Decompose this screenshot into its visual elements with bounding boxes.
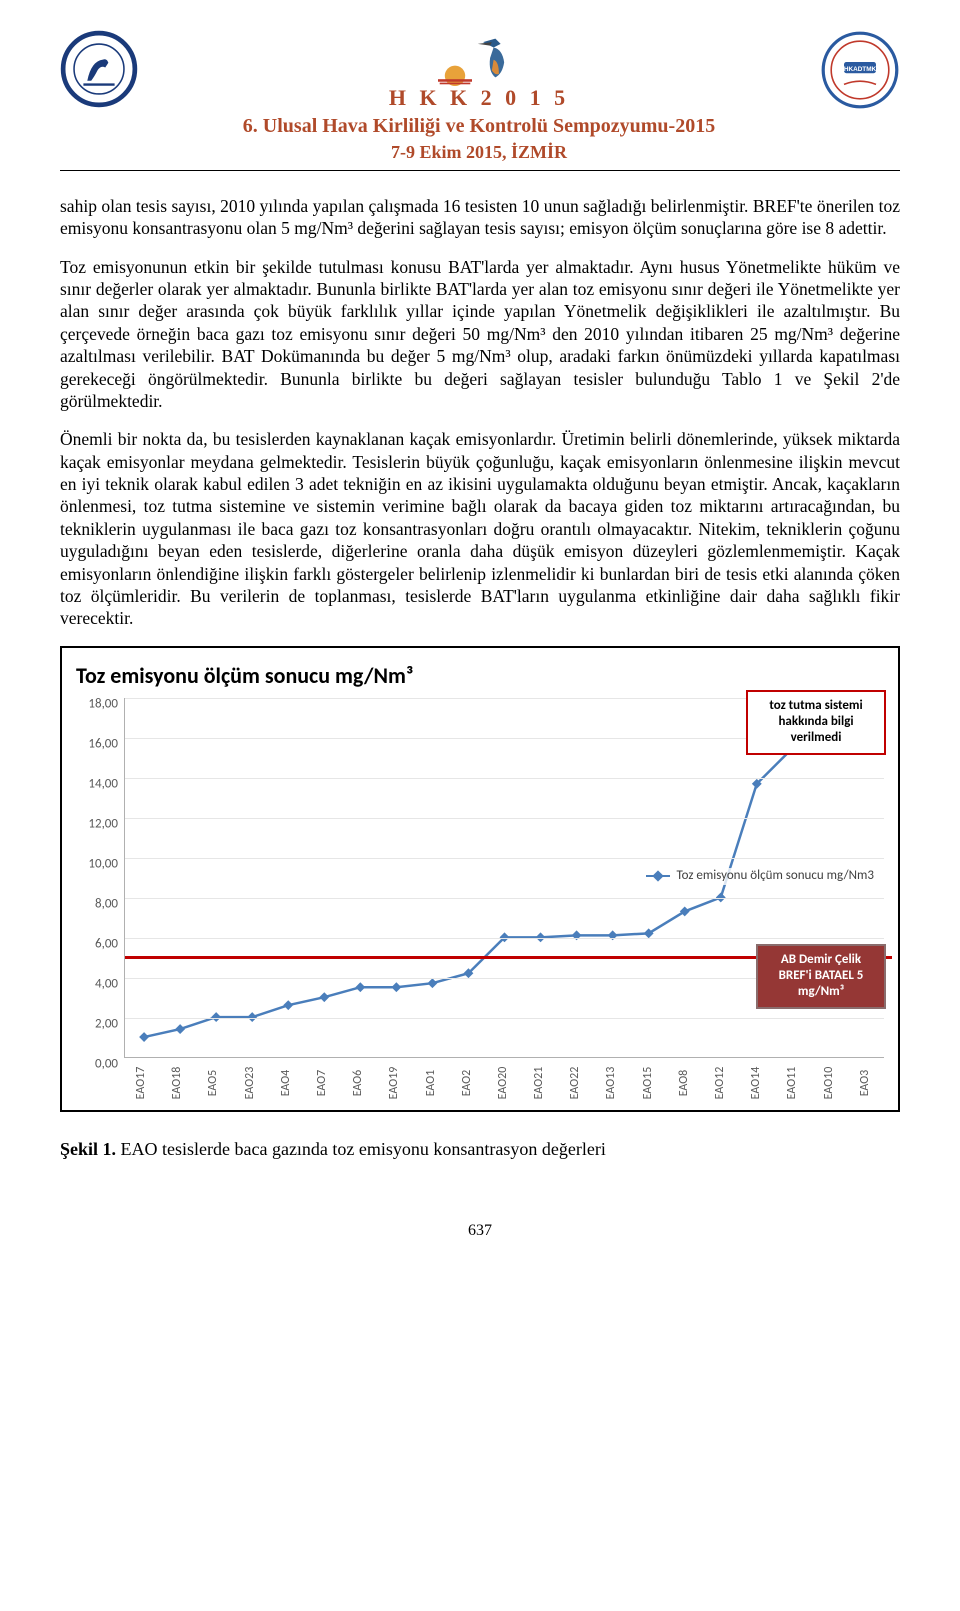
figure-caption: Şekil 1. EAO tesislerde baca gazında toz… — [60, 1138, 900, 1161]
gridline — [125, 778, 884, 779]
header-divider — [60, 170, 900, 171]
y-tick: 18,00 — [88, 697, 118, 714]
page-number: 637 — [60, 1221, 900, 1241]
page-header: H K K 2 0 1 5 6. Ulusal Hava Kirliliği v… — [60, 30, 900, 164]
sun-icon — [438, 52, 472, 86]
symposium-date: 7-9 Ekim 2015, İZMİR — [138, 141, 820, 164]
paragraph-3: Önemli bir nokta da, bu tesislerden kayn… — [60, 428, 900, 630]
svg-text:HKADTMK: HKADTMK — [844, 66, 877, 73]
y-tick: 2,00 — [95, 1017, 118, 1034]
x-tick: EAO3 — [845, 1065, 887, 1101]
kingfisher-icon — [476, 30, 520, 86]
callout-top-text: toz tutma sistemi hakkında bilgi verilme… — [769, 698, 862, 746]
y-tick: 14,00 — [88, 777, 118, 794]
caption-label: Şekil 1. — [60, 1139, 116, 1159]
y-tick: 12,00 — [88, 817, 118, 834]
y-tick: 6,00 — [95, 937, 118, 954]
university-logo-left — [60, 30, 138, 108]
y-tick: 4,00 — [95, 977, 118, 994]
y-tick: 0,00 — [95, 1057, 118, 1074]
callout-top: toz tutma sistemi hakkında bilgi verilme… — [746, 690, 886, 755]
dust-emission-chart: Toz emisyonu ölçüm sonucu mg/Nm³ 0,00 2,0… — [60, 646, 900, 1112]
paragraph-1: sahip olan tesis sayısı, 2010 yılında ya… — [60, 195, 900, 240]
y-tick: 16,00 — [88, 737, 118, 754]
chart-title: Toz emisyonu ölçüm sonucu mg/Nm³ — [76, 662, 884, 690]
paragraph-2: Toz emisyonunun etkin bir şekilde tutulm… — [60, 256, 900, 413]
callout-bottom: AB Demir Çelik BREF'i BATAEL 5 mg/Nm³ — [756, 944, 886, 1009]
conference-acronym: H K K 2 0 1 5 — [138, 84, 820, 112]
gridline — [125, 818, 884, 819]
y-axis: 0,002,004,006,008,0010,0012,0014,0016,00… — [76, 698, 124, 1058]
legend-marker-icon — [646, 870, 670, 882]
caption-text: EAO tesislerde baca gazında toz emisyonu… — [116, 1139, 606, 1159]
x-tick: EAO19 — [374, 1065, 416, 1101]
x-axis: EAO17EAO18EAO5EAO23EAO4EAO7EAO6EAO19EAO1… — [124, 1062, 884, 1104]
header-center: H K K 2 0 1 5 6. Ulusal Hava Kirliliği v… — [138, 30, 820, 164]
gridline — [125, 898, 884, 899]
y-tick: 8,00 — [95, 897, 118, 914]
legend-label: Toz emisyonu ölçüm sonucu mg/Nm3 — [676, 868, 874, 885]
gridline — [125, 1018, 884, 1019]
gridline — [125, 858, 884, 859]
y-tick: 10,00 — [88, 857, 118, 874]
committee-logo-right: HKADTMK — [820, 30, 900, 110]
callout-bottom-text: AB Demir Çelik BREF'i BATAEL 5 mg/Nm³ — [779, 952, 864, 1000]
symposium-title: 6. Ulusal Hava Kirliliği ve Kontrolü Sem… — [138, 114, 820, 140]
chart-legend: Toz emisyonu ölçüm sonucu mg/Nm3 — [646, 868, 874, 885]
gridline — [125, 938, 884, 939]
